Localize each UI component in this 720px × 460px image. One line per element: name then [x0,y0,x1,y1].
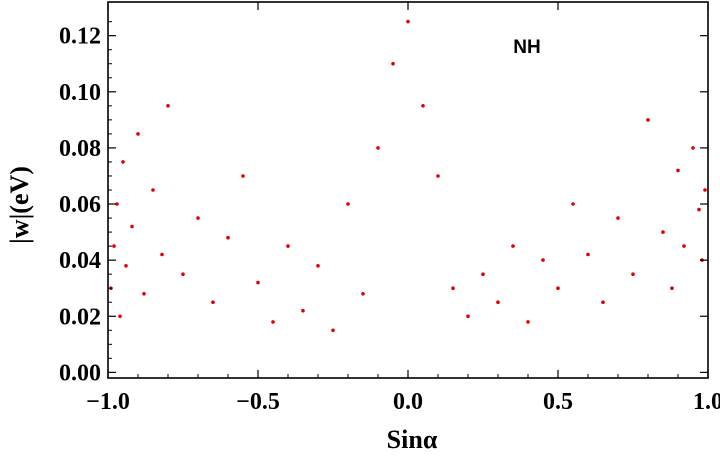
data-point-0-23 [346,202,350,206]
data-point-0-46 [676,168,680,173]
data-point-0-45 [670,286,674,291]
y-tick-label: 0.00 [59,360,101,386]
data-point-0-44 [661,230,665,234]
data-point-0-19 [286,244,290,248]
x-tick-label: −1.0 [86,389,130,415]
data-point-0-31 [466,314,470,319]
data-point-0-39 [586,252,590,257]
data-point-0-12 [181,272,185,277]
x-tick-label: −0.5 [236,389,280,415]
y-axis: 0.00 0.02 0.04 0.06 0.08 0.10 0.12 [59,21,708,386]
data-point-0-2 [115,202,119,206]
data-point-0-47 [682,244,686,248]
data-point-0-37 [556,286,560,291]
x-axis: −1.0 −0.5 0.0 0.5 1.0 [86,2,720,415]
data-point-0-40 [601,300,605,305]
data-point-0-24 [361,292,365,296]
y-tick-label: 0.10 [59,80,101,106]
data-point-0-48 [691,146,695,150]
x-tick-label: 0.5 [543,389,573,415]
data-point-0-9 [151,188,155,192]
data-point-0-30 [451,286,455,291]
data-point-0-14 [211,300,215,305]
x-tick-label: 1.0 [693,389,720,415]
data-point-0-3 [118,314,122,319]
data-point-0-6 [130,224,134,229]
data-point-0-35 [526,320,530,324]
data-point-0-51 [703,188,707,192]
data-point-0-11 [166,104,170,108]
data-point-0-38 [571,202,575,206]
data-point-0-18 [271,320,275,324]
data-point-0-49 [697,207,701,212]
y-tick-label: 0.02 [59,304,101,330]
data-point-0-32 [481,272,485,277]
y-tick-label: 0.06 [59,192,101,218]
data-point-0-1 [112,244,116,248]
data-point-0-34 [511,244,515,248]
data-point-0-43 [646,118,650,122]
data-point-0-36 [541,258,545,262]
data-point-0-4 [121,160,125,164]
y-tick-label: 0.04 [59,248,101,274]
data-point-0-21 [316,264,320,268]
data-point-0-25 [376,146,380,150]
data-point-0-17 [256,280,260,285]
x-axis-title: Sinα [387,425,438,454]
data-point-0-28 [421,104,425,108]
data-point-0-7 [136,132,140,136]
data-point-0-20 [301,308,305,313]
data-points [109,19,707,333]
data-point-0-5 [124,264,128,268]
x-tick-label: 0.0 [393,389,423,415]
data-point-0-26 [391,61,395,66]
annotation-label: NH [513,37,540,58]
data-point-0-8 [142,292,146,296]
data-point-0-16 [241,174,245,178]
data-point-0-13 [196,216,200,220]
data-point-0-29 [436,174,440,178]
data-point-0-10 [160,252,164,257]
y-tick-label: 0.08 [59,136,101,162]
data-point-0-41 [616,216,620,220]
y-axis-title: |w|(eV) [5,166,34,244]
data-point-0-22 [331,328,335,333]
data-point-0-42 [631,272,635,277]
data-point-0-27 [406,19,410,24]
y-tick-label: 0.12 [59,24,101,50]
plot-frame [107,1,709,379]
data-point-0-33 [496,300,500,305]
data-point-0-15 [226,235,230,240]
